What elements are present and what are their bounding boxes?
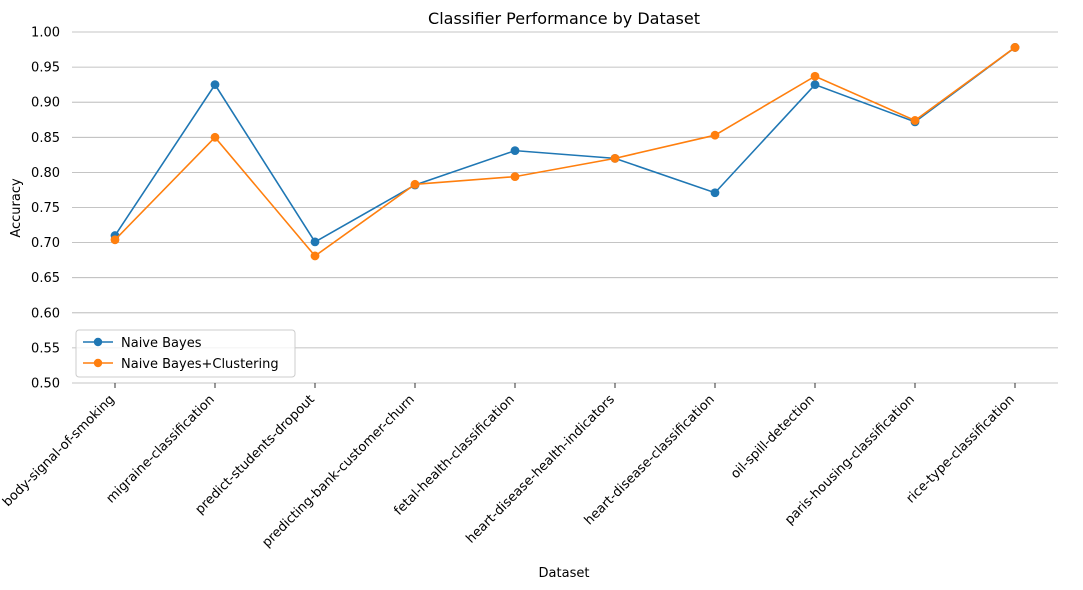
data-point bbox=[410, 179, 420, 189]
x-axis-label: Dataset bbox=[539, 566, 590, 581]
x-tick-label: body-signal-of-smoking bbox=[0, 392, 118, 510]
y-tick-label: 0.70 bbox=[31, 236, 60, 251]
data-point bbox=[810, 71, 820, 81]
y-tick-label: 0.55 bbox=[31, 341, 60, 356]
series-lines bbox=[110, 43, 1020, 261]
y-tick-label: 0.95 bbox=[31, 61, 60, 76]
data-point bbox=[610, 153, 620, 163]
data-point bbox=[710, 130, 720, 140]
legend-marker-naive-bayes bbox=[93, 337, 103, 347]
data-point bbox=[510, 172, 520, 182]
legend-label-naive-bayes-clustering: Naive Bayes+Clustering bbox=[121, 357, 279, 372]
legend: Naive Bayes Naive Bayes+Clustering bbox=[75, 329, 296, 378]
data-point bbox=[810, 80, 820, 90]
y-tick-label: 0.60 bbox=[31, 306, 60, 321]
y-tick-label: 0.85 bbox=[31, 131, 60, 146]
series-line bbox=[114, 46, 1016, 243]
legend-label-naive-bayes: Naive Bayes bbox=[121, 336, 202, 351]
y-tick-label: 0.75 bbox=[31, 201, 60, 216]
y-tick-label: 1.00 bbox=[31, 26, 60, 41]
data-point bbox=[110, 235, 120, 245]
x-tick-label: rice-type-classification bbox=[904, 392, 1018, 506]
y-tick-label: 0.90 bbox=[31, 96, 60, 111]
data-point bbox=[210, 132, 220, 142]
chart-title: Classifier Performance by Dataset bbox=[428, 9, 700, 28]
y-tick-label: 0.50 bbox=[31, 377, 60, 392]
y-tick-label: 0.80 bbox=[31, 166, 60, 181]
data-point bbox=[710, 188, 720, 198]
series-line bbox=[114, 46, 1016, 258]
y-axis-ticks: 0.50 0.55 0.60 0.65 0.70 0.75 0.80 0.85 0.90 0.95… bbox=[31, 26, 60, 392]
data-point bbox=[210, 80, 220, 90]
y-axis-label: Accuracy bbox=[9, 178, 24, 238]
data-point bbox=[510, 146, 520, 156]
x-tick-label: migraine-classification bbox=[104, 392, 218, 506]
x-tick-label: oil-spill-detection bbox=[728, 392, 818, 482]
legend-marker-naive-bayes-clustering bbox=[93, 358, 103, 368]
data-point bbox=[310, 251, 320, 261]
data-point bbox=[1010, 43, 1020, 52]
x-axis-ticks: body-signal-of-smokingmigraine-classific… bbox=[0, 383, 1018, 551]
legend-box bbox=[75, 329, 296, 378]
y-tick-label: 0.65 bbox=[31, 271, 60, 286]
data-point bbox=[310, 237, 320, 247]
x-tick-label: predict-students-dropout bbox=[193, 392, 318, 517]
data-point bbox=[910, 116, 920, 125]
